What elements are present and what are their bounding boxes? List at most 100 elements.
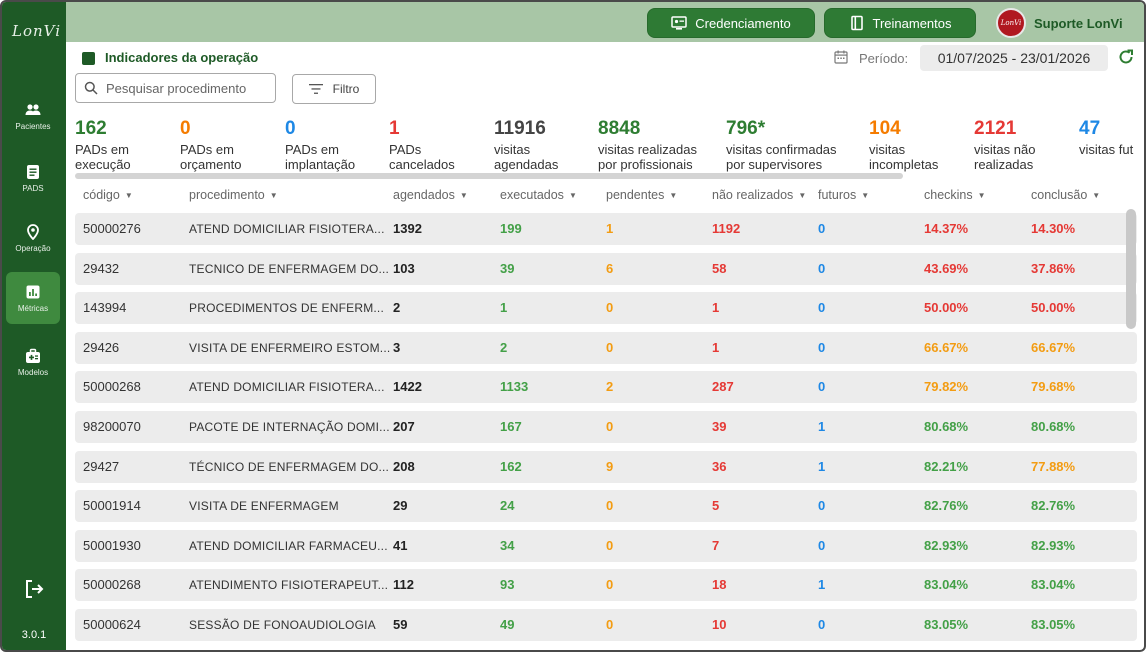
cell-pendentes: 0 (606, 617, 614, 632)
column-header-executados[interactable]: executados ▼ (500, 188, 577, 202)
table-row[interactable]: 143994 PROCEDIMENTOS DE ENFERM... 2 1 0 1 0 50.… (75, 292, 1137, 325)
cell-checkins: 82.21% (924, 458, 969, 474)
cell-pendentes: 2 (606, 379, 614, 395)
sidebar-item-metricas[interactable]: Métricas (6, 272, 60, 324)
filter-button[interactable]: Filtro (292, 74, 376, 104)
logout-icon[interactable] (24, 579, 44, 599)
cell-codigo: 143994 (83, 300, 127, 316)
cell-codigo: 50000268 (83, 379, 141, 395)
kpi-value: 0 (285, 118, 296, 139)
support-menu[interactable]: LonVi Suporte LonVi (996, 8, 1123, 38)
cell-procedimento: ATEND DOMICILIAR FISIOTERA... (189, 380, 385, 395)
cell-checkins: 43.69% (924, 260, 969, 276)
kpi-card: 0 PADs em orçamento (180, 118, 241, 172)
search-box[interactable] (75, 73, 276, 103)
table-scrollbar[interactable] (1126, 209, 1136, 329)
cell-futuros: 0 (818, 260, 826, 276)
cell-nao-realizados: 36 (712, 458, 727, 474)
column-header-codigo[interactable]: código ▼ (83, 188, 133, 202)
cell-pendentes: 1 (606, 221, 614, 236)
table-row[interactable]: 50000624 SESSÃO DE FONOAUDIOLOGIA 59 49 0 10 0… (75, 609, 1137, 641)
table-row[interactable]: 50001914 VISITA DE ENFERMAGEM 29 24 0 5 0 82.76… (75, 490, 1137, 523)
cell-procedimento: ATEND DOMICILIAR FARMACEU... (189, 538, 388, 553)
kpi-card: 11916 visitas agendadas (494, 118, 558, 172)
book-icon (850, 15, 863, 31)
sort-caret-icon: ▼ (861, 191, 870, 200)
kpi-card: 2121 visitas não realizadas (974, 118, 1035, 172)
cell-conclusao: 66.67% (1031, 339, 1076, 355)
treinamentos-label: Treinamentos (872, 15, 952, 31)
table-row[interactable]: 29432 TECNICO DE ENFERMAGEM DO... 103 39 6 58… (75, 252, 1137, 285)
cell-agendados: 3 (393, 339, 401, 355)
cell-executados: 1133 (500, 379, 529, 395)
cell-conclusao: 14.30% (1031, 221, 1076, 236)
cell-executados: 162 (500, 458, 522, 474)
cell-nao-realizados: 39 (712, 419, 727, 434)
kpi-value: 0 (180, 118, 191, 139)
cell-procedimento: VISITA DE ENFERMAGEM (189, 499, 339, 514)
cell-nao-realizados: 18 (712, 577, 727, 593)
sidebar-item-operacao[interactable]: Operação (6, 212, 60, 264)
sort-caret-icon: ▼ (1092, 191, 1101, 200)
kpi-card: 1 PADs cancelados (389, 118, 455, 172)
table-row[interactable]: 50000268 ATEND DOMICILIAR FISIOTERA... 142… (75, 371, 1137, 404)
sidebar: LonVi Pacientes PADS Operação Métricas M… (2, 2, 66, 650)
credenciamento-button[interactable]: Credenciamento (647, 8, 815, 38)
sidebar-item-pads[interactable]: PADS (6, 152, 60, 204)
kpi-value: 796* (726, 118, 766, 139)
table-row[interactable]: 50000276 ATEND DOMICILIAR FISIOTERA... 139… (75, 213, 1137, 245)
sidebar-item-label: PADS (22, 183, 44, 193)
cell-agendados: 1392 (393, 221, 422, 236)
cell-codigo: 29426 (83, 339, 120, 355)
column-header-conclusao[interactable]: conclusão ▼ (1031, 188, 1101, 202)
document-icon (27, 164, 39, 179)
cell-procedimento: ATEND DOMICILIAR FISIOTERA... (189, 222, 385, 236)
sidebar-item-modelos[interactable]: Modelos (6, 336, 60, 388)
sort-caret-icon: ▼ (798, 191, 807, 200)
column-header-agendados[interactable]: agendados ▼ (393, 188, 468, 202)
sidebar-item-label: Pacientes (15, 121, 51, 131)
sort-caret-icon: ▼ (977, 191, 986, 200)
periodo-label: Período: (859, 51, 909, 66)
cell-agendados: 1422 (393, 379, 422, 395)
kpi-value: 47 (1079, 118, 1101, 139)
cell-procedimento: TECNICO DE ENFERMAGEM DO... (189, 261, 390, 276)
kpi-scrollbar[interactable] (75, 173, 903, 179)
column-header-checkins[interactable]: checkins ▼ (924, 188, 986, 202)
kpi-label: PADs em execução (75, 142, 131, 172)
sidebar-item-label: Modelos (17, 367, 49, 377)
table-row[interactable]: 29427 TÉCNICO DE ENFERMAGEM DO... 208 162 9 3… (75, 450, 1137, 483)
cell-pendentes: 0 (606, 537, 614, 553)
search-input[interactable] (106, 80, 266, 96)
table-row[interactable]: 98200070 PACOTE DE INTERNAÇÃO DOMI... 207 1… (75, 411, 1137, 443)
periodo-date-range[interactable]: 01/07/2025 - 23/01/2026 (920, 45, 1108, 71)
cell-futuros: 0 (818, 379, 826, 395)
cell-checkins: 82.76% (924, 498, 969, 514)
cell-nao-realizados: 58 (712, 260, 727, 276)
calendar-icon (834, 50, 848, 64)
refresh-icon[interactable] (1118, 49, 1134, 65)
cell-procedimento: PROCEDIMENTOS DE ENFERM... (189, 301, 384, 316)
sidebar-item-pacientes[interactable]: Pacientes (6, 90, 60, 142)
cell-procedimento: TÉCNICO DE ENFERMAGEM DO... (189, 459, 390, 474)
column-header-procedimento[interactable]: procedimento ▼ (189, 188, 278, 202)
kpi-label: PADs em orçamento (180, 142, 242, 172)
table-row[interactable]: 29426 VISITA DE ENFERMEIRO ESTOM... 3 2 0 1 0 6… (75, 331, 1137, 364)
cell-futuros: 0 (818, 339, 826, 355)
column-header-nao-realizados[interactable]: não realizados ▼ (712, 188, 807, 202)
cell-executados: 199 (500, 221, 522, 236)
filter-icon (308, 84, 323, 94)
treinamentos-button[interactable]: Treinamentos (824, 8, 976, 38)
cell-executados: 49 (500, 617, 515, 632)
table-row[interactable]: 50000268 ATENDIMENTO FISIOTERAPEUT... 112 9… (75, 569, 1137, 602)
column-header-pendentes[interactable]: pendentes ▼ (606, 188, 678, 202)
kpi-label: visitas confirmadas por supervisores (726, 142, 837, 172)
cell-checkins: 66.67% (924, 339, 969, 355)
people-icon (25, 103, 41, 115)
cell-executados: 167 (500, 419, 522, 434)
table-row[interactable]: 50001930 ATEND DOMICILIAR FARMACEU... 41 34… (75, 529, 1137, 562)
column-header-futuros[interactable]: futuros ▼ (818, 188, 870, 202)
kpi-label: visitas não realizadas (974, 142, 1036, 172)
cell-futuros: 1 (818, 419, 826, 434)
